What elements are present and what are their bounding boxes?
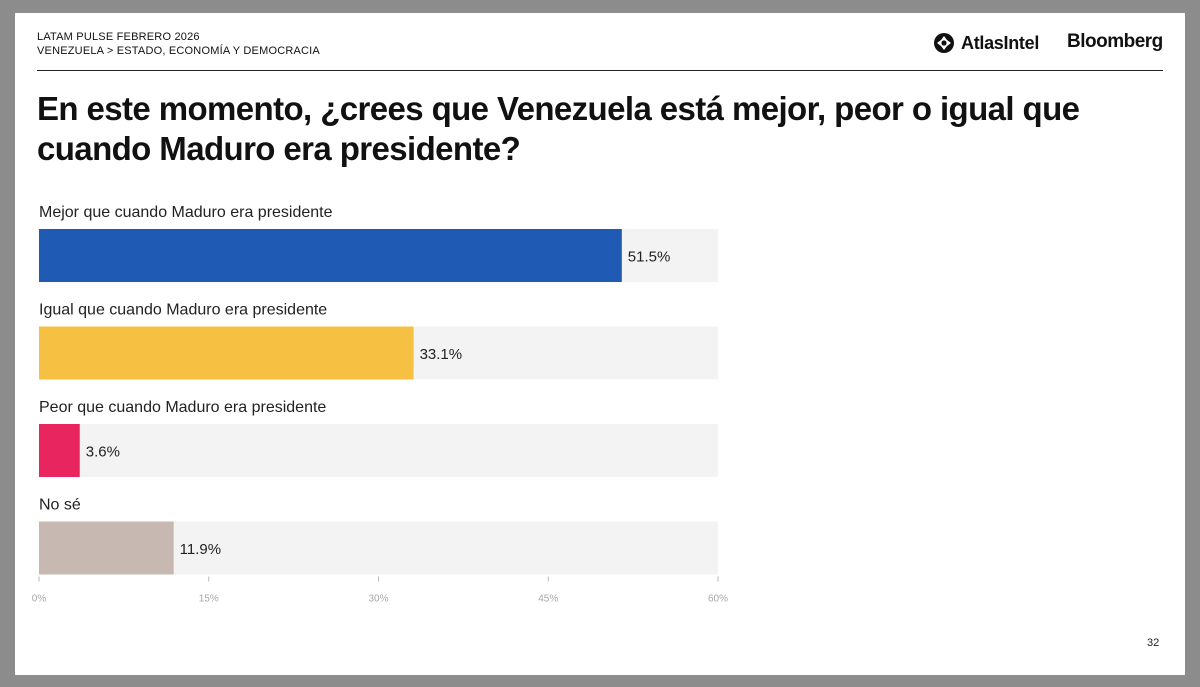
- header-survey-name: LATAM PULSE FEBRERO 2026: [37, 31, 200, 43]
- x-tick-label: 0%: [32, 594, 47, 605]
- category-label: Mejor que cuando Maduro era presidente: [39, 204, 333, 221]
- category-label: Igual que cuando Maduro era presidente: [39, 302, 327, 319]
- x-tick-label: 45%: [538, 594, 558, 605]
- x-tick-label: 15%: [199, 594, 219, 605]
- page-number: 32: [1147, 637, 1160, 649]
- atlasintel-logo: AtlasIntel: [933, 31, 1039, 55]
- header-divider: [37, 70, 1163, 71]
- atlasintel-logo-text: AtlasIntel: [961, 32, 1040, 53]
- bar-track: [39, 424, 718, 477]
- bloomberg-logo: Bloomberg: [1067, 31, 1163, 52]
- data-label: 3.6%: [86, 444, 120, 461]
- chart-title: En este momento, ¿crees que Venezuela es…: [37, 90, 1080, 167]
- data-label: 33.1%: [420, 346, 463, 363]
- bar: [39, 326, 414, 380]
- bar: [39, 229, 622, 282]
- bar: [39, 521, 174, 575]
- category-label: No sé: [39, 497, 81, 514]
- bar: [39, 424, 80, 477]
- atlasintel-logo-icon: [934, 33, 954, 53]
- category-label: Peor que cuando Maduro era presidente: [39, 399, 326, 416]
- x-tick-label: 60%: [708, 594, 728, 605]
- header-breadcrumb: VENEZUELA > ESTADO, ECONOMÍA Y DEMOCRACI…: [37, 45, 320, 57]
- x-tick-label: 30%: [368, 594, 388, 605]
- data-label: 51.5%: [628, 249, 671, 266]
- slide: LATAM PULSE FEBRERO 2026 VENEZUELA > EST…: [15, 13, 1185, 675]
- data-label: 11.9%: [180, 541, 221, 558]
- bar-chart: Mejor que cuando Maduro era presidente 51…: [32, 204, 728, 605]
